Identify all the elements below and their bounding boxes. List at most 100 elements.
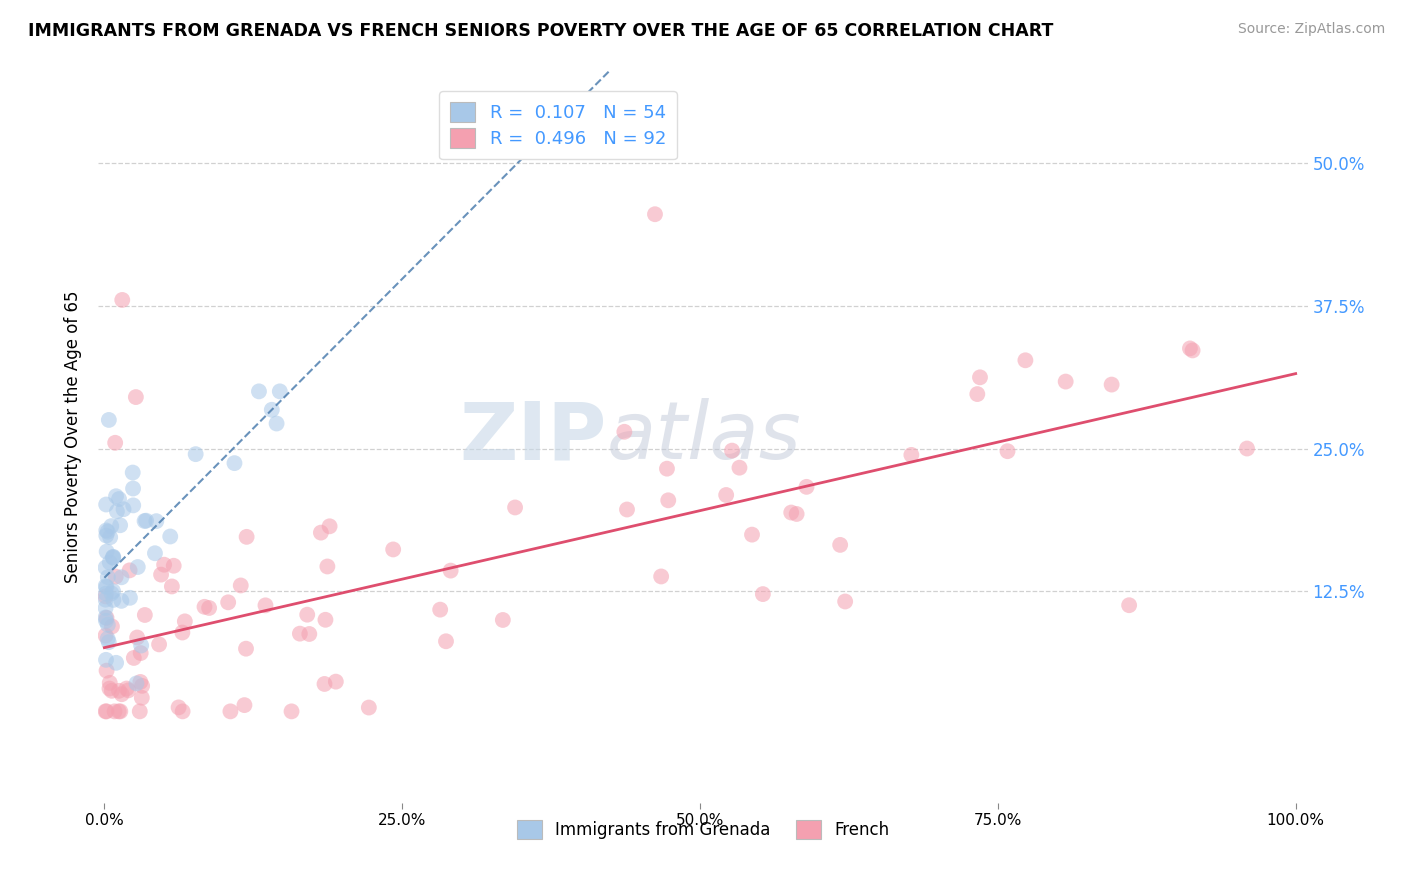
Point [235,641,257,656]
Point [143,546,166,560]
Point [780,506,803,520]
Point [94,610,117,624]
Point [97,413,120,427]
Point [280,705,302,719]
Point [173,615,195,629]
Point [657,493,679,508]
Point [98,530,121,544]
Point [96,528,118,542]
Point [94,560,117,574]
Point [434,634,457,648]
Point [108,491,131,506]
Point [105,504,128,518]
Point [131,690,153,705]
Point [160,579,183,593]
Text: Source: ZipAtlas.com: Source: ZipAtlas.com [1237,22,1385,37]
Point [616,502,638,516]
Point [118,591,141,605]
Point [96,524,118,538]
Point [1118,598,1140,612]
Point [382,542,405,557]
Point [96,664,118,678]
Point [269,384,291,399]
Point [233,698,256,712]
Point [94,590,117,604]
Point [97,617,120,632]
Point [98,556,121,570]
Point [318,519,340,533]
Point [440,564,463,578]
Point [655,461,678,475]
Point [100,586,122,600]
Text: IMMIGRANTS FROM GRENADA VS FRENCH SENIORS POVERTY OVER THE AGE OF 65 CORRELATION: IMMIGRANTS FROM GRENADA VS FRENCH SENIOR… [28,22,1053,40]
Point [786,507,808,521]
Point [644,207,666,221]
Point [98,681,121,696]
Point [1178,342,1201,356]
Point [172,705,194,719]
Point [101,550,124,565]
Point [103,593,125,607]
Point [111,687,134,701]
Point [135,514,157,528]
Point [94,705,117,719]
Point [97,632,120,646]
Point [900,448,922,462]
Point [100,519,122,533]
Point [96,498,118,512]
Point [492,613,515,627]
Point [150,567,173,582]
Point [834,594,856,608]
Point [613,425,636,439]
Text: ZIP: ZIP [458,398,606,476]
Point [108,683,131,698]
Point [167,700,190,714]
Point [721,443,744,458]
Point [129,675,152,690]
Point [728,460,751,475]
Point [131,679,153,693]
Point [314,613,336,627]
Point [96,611,118,625]
Point [117,683,139,698]
Point [650,569,672,583]
Point [96,705,118,719]
Point [997,444,1019,458]
Point [94,614,117,628]
Point [217,595,239,609]
Point [101,683,124,698]
Point [104,435,127,450]
Point [98,675,121,690]
Point [94,579,117,593]
Point [297,607,319,622]
Point [97,570,120,584]
Point [108,518,131,533]
Point [219,705,242,719]
Point [103,705,125,719]
Point [122,499,145,513]
Point [107,705,129,719]
Point [969,370,991,384]
Point [172,625,194,640]
Text: atlas: atlas [606,398,801,476]
Point [128,705,150,719]
Legend: Immigrants from Grenada, French: Immigrants from Grenada, French [510,814,896,846]
Point [94,592,117,607]
Point [1014,353,1036,368]
Point [110,594,132,608]
Point [94,653,117,667]
Point [127,560,149,574]
Point [94,601,117,615]
Point [752,587,775,601]
Point [314,677,336,691]
Point [96,544,118,558]
Point [134,514,156,528]
Point [115,681,138,696]
Point [129,639,152,653]
Point [325,674,347,689]
Point [122,482,145,496]
Point [966,387,988,401]
Point [1236,442,1258,456]
Point [714,488,737,502]
Point [101,584,124,599]
